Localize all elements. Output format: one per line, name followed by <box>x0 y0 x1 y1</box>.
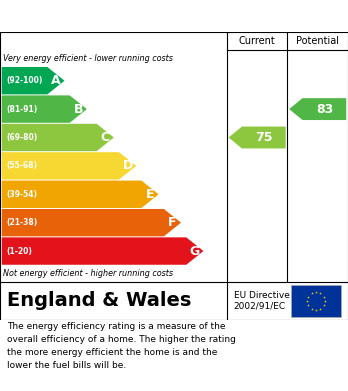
Polygon shape <box>289 98 346 120</box>
Text: Not energy efficient - higher running costs: Not energy efficient - higher running co… <box>3 269 173 278</box>
Text: Very energy efficient - lower running costs: Very energy efficient - lower running co… <box>3 54 173 63</box>
Text: (69-80): (69-80) <box>6 133 37 142</box>
Text: (39-54): (39-54) <box>6 190 37 199</box>
Text: (21-38): (21-38) <box>6 218 37 227</box>
Polygon shape <box>2 181 159 208</box>
Text: B: B <box>73 102 83 116</box>
Text: 83: 83 <box>316 102 333 116</box>
Polygon shape <box>229 127 286 149</box>
Text: E: E <box>146 188 154 201</box>
Text: G: G <box>190 244 200 258</box>
Bar <box>291 285 341 317</box>
Text: (55-68): (55-68) <box>6 161 37 170</box>
Text: F: F <box>168 216 177 229</box>
Text: A: A <box>51 74 61 87</box>
Text: The energy efficiency rating is a measure of the
overall efficiency of a home. T: The energy efficiency rating is a measur… <box>7 322 236 369</box>
Text: (1-20): (1-20) <box>6 247 32 256</box>
Polygon shape <box>2 67 64 94</box>
Text: D: D <box>122 160 133 172</box>
Polygon shape <box>2 209 181 236</box>
Text: England & Wales: England & Wales <box>7 292 191 310</box>
Text: (92-100): (92-100) <box>6 76 42 85</box>
Polygon shape <box>2 124 114 151</box>
Text: Potential: Potential <box>296 36 339 46</box>
Polygon shape <box>2 95 87 123</box>
Text: C: C <box>101 131 110 144</box>
Text: Energy Efficiency Rating: Energy Efficiency Rating <box>10 9 220 23</box>
Text: 75: 75 <box>255 131 272 144</box>
Text: Current: Current <box>239 36 276 46</box>
Text: EU Directive
2002/91/EC: EU Directive 2002/91/EC <box>234 291 290 311</box>
Polygon shape <box>2 152 136 179</box>
Text: (81-91): (81-91) <box>6 104 37 114</box>
Polygon shape <box>2 237 204 265</box>
